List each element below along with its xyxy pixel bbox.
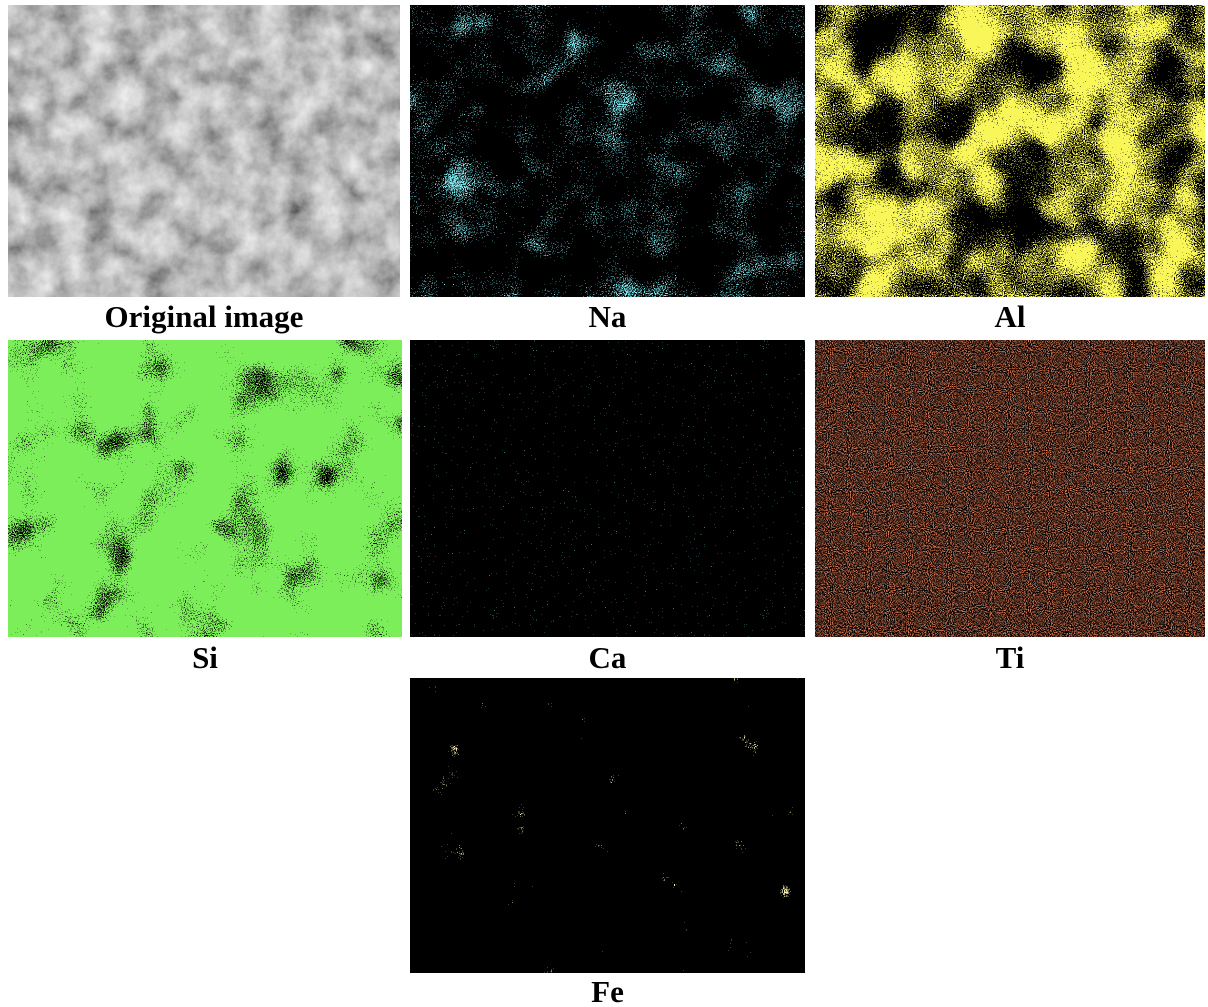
panel-label: Na: [589, 299, 627, 334]
panel-label: Si: [192, 640, 218, 675]
map-image: [410, 678, 805, 973]
map-image: [8, 340, 402, 637]
map-image: [410, 5, 805, 297]
panel-label: Original image: [105, 299, 304, 334]
map-image: [815, 340, 1205, 637]
figure: Original image Na Al Si Ca Ti Fe: [0, 0, 1208, 1007]
map-image: [410, 340, 805, 637]
map-image: [8, 5, 400, 297]
panel-label: Al: [995, 299, 1026, 334]
page: {"panels": [ {"label": "Original image"}…: [0, 0, 1208, 1007]
panel-label: Ti: [996, 640, 1025, 675]
panel-label: Ca: [589, 640, 627, 675]
panel-label: Fe: [591, 974, 624, 1007]
map-image: [815, 5, 1205, 297]
